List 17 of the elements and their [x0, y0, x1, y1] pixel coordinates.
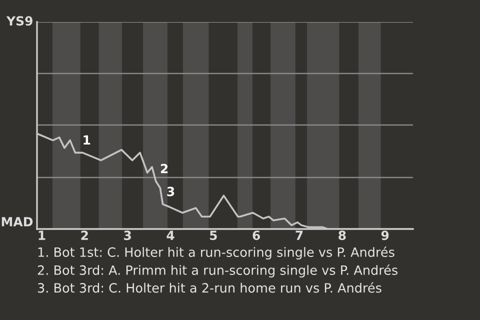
- text: YS9: [6, 16, 32, 26]
- x-tick-label: 5: [210, 230, 217, 240]
- text: 3. Bot 3rd: C. Holter hit a 2-run home run vs P. Andrés: [38, 282, 382, 293]
- x-tick-label: 7: [296, 230, 303, 240]
- text: 2. Bot 3rd: A. Primm hit a run-scoring single vs P. Andrés: [38, 264, 398, 278]
- annotation: 3: [167, 186, 174, 196]
- x-tick-label: 9: [381, 230, 389, 240]
- annotation: 1: [84, 135, 90, 145]
- x-tick-label: 6: [252, 230, 260, 240]
- x-tick-label: 8: [338, 230, 346, 240]
- x-tick-label: 4: [166, 230, 174, 240]
- text: 1. Bot 1st: C. Holter hit a run-scoring single vs P. Andrés: [38, 246, 394, 260]
- text: MAD: [2, 217, 33, 226]
- x-tick-label: 1: [38, 230, 46, 240]
- annotation: 2: [160, 164, 168, 174]
- x-tick-label: 2: [81, 230, 88, 240]
- x-tick-label: 3: [124, 230, 131, 240]
